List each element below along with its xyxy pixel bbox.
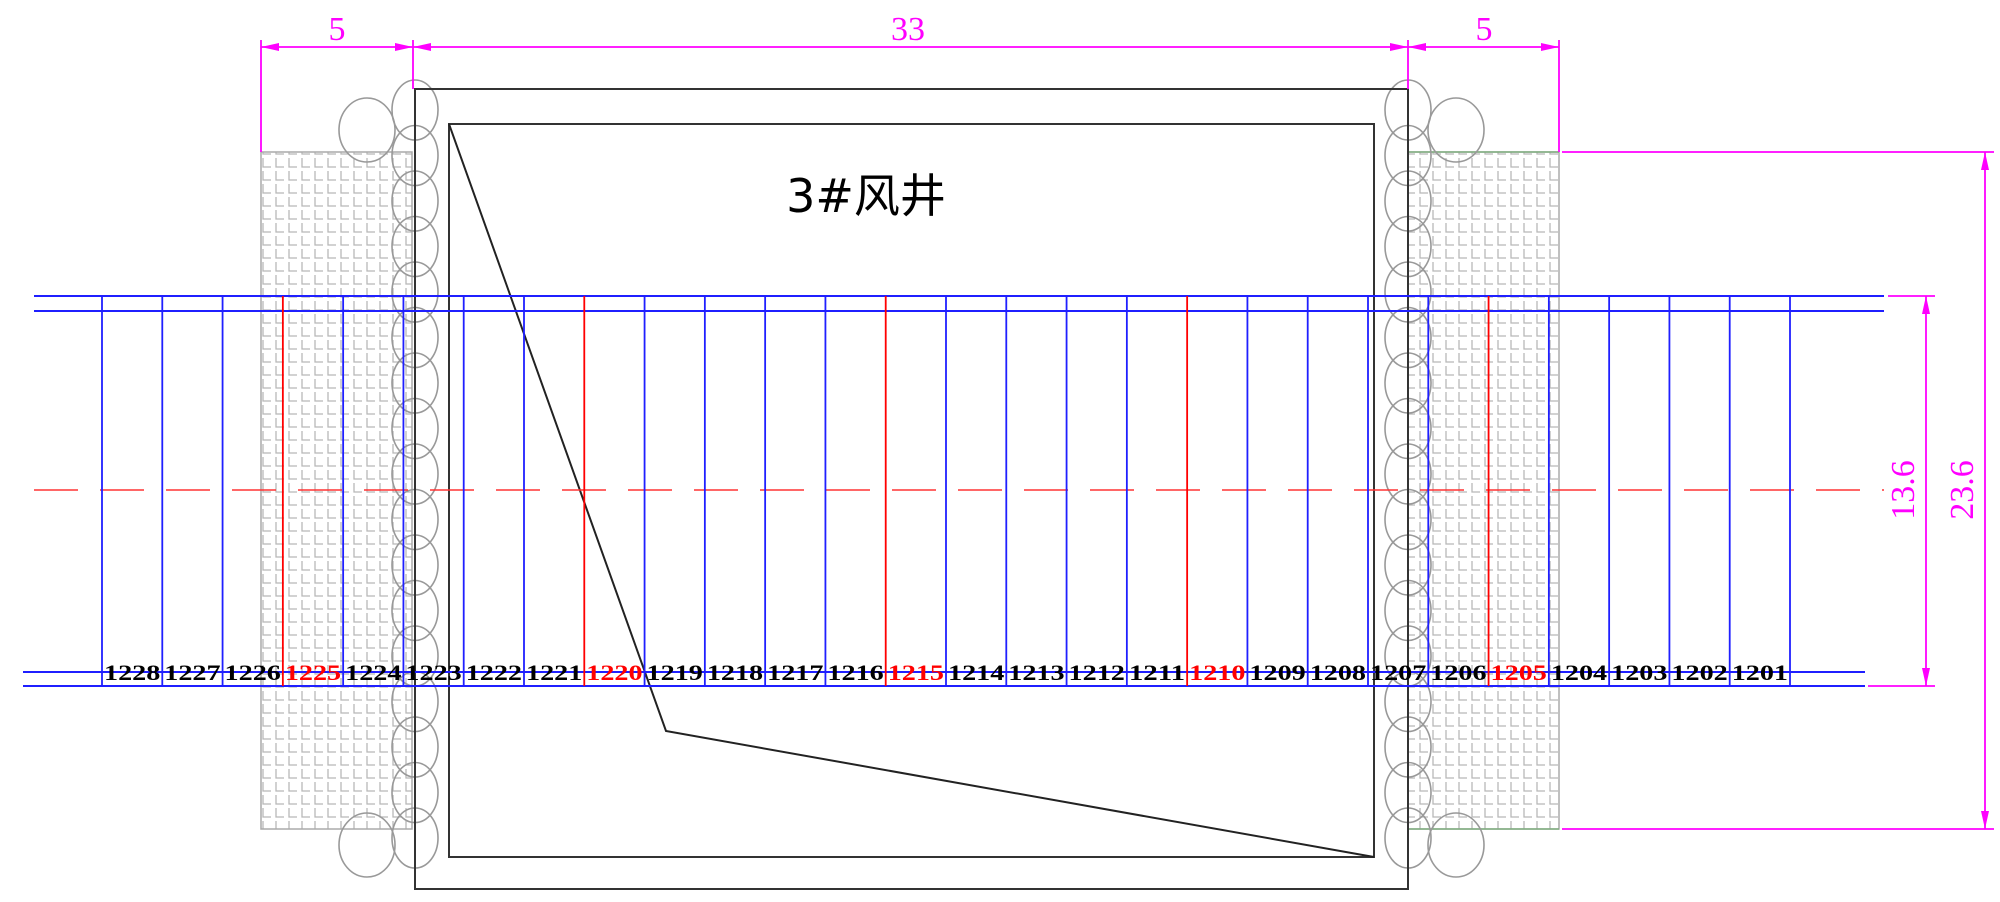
segment-label: 1202 <box>1671 660 1727 685</box>
segment-label: 1215 <box>888 660 944 685</box>
segment-label: 1220 <box>586 660 642 685</box>
segment-label: 1206 <box>1430 660 1486 685</box>
segment-label: 1221 <box>526 660 582 685</box>
segment-label: 1201 <box>1732 660 1788 685</box>
dim-middle-width: 33 <box>891 11 925 48</box>
dim-inner-height: 13.6 <box>1885 460 1922 520</box>
segment-label: 1204 <box>1551 660 1607 685</box>
shaft-title: 3#风井 <box>786 169 946 223</box>
dim-left-width: 5 <box>329 11 346 48</box>
top-dimensions <box>260 40 1560 152</box>
pile-circle <box>338 812 396 878</box>
shaft-outer-wall <box>414 88 1409 890</box>
pile-circle <box>338 97 396 163</box>
segment-label: 1203 <box>1611 660 1667 685</box>
dim-right-width: 5 <box>1476 11 1493 48</box>
segment-label: 1224 <box>345 660 401 685</box>
segment-label: 1216 <box>827 660 883 685</box>
segment-labels: 1228 1227 1226 1225 1224 1223 1222 1221 1220 1219… <box>104 660 1788 685</box>
pile-row <box>338 79 1485 878</box>
segment-label: 1217 <box>767 660 823 685</box>
segment-label: 1219 <box>647 660 703 685</box>
right-dimensions <box>1562 151 1994 830</box>
segment-label: 1209 <box>1249 660 1305 685</box>
segment-label: 1228 <box>104 660 160 685</box>
pile-circle <box>1427 812 1485 878</box>
segment-label: 1213 <box>1008 660 1064 685</box>
segment-label: 1211 <box>1129 660 1185 685</box>
dim-outer-height: 23.6 <box>1944 460 1981 520</box>
segment-label: 1223 <box>405 660 461 685</box>
pile-circle <box>1427 97 1485 163</box>
segment-label: 1222 <box>466 660 522 685</box>
slope-line <box>448 123 1375 858</box>
segment-label: 1226 <box>225 660 281 685</box>
segment-label: 1205 <box>1491 660 1547 685</box>
segment-label: 1207 <box>1370 660 1426 685</box>
segment-lines <box>101 296 1791 686</box>
segment-label: 1214 <box>948 660 1004 685</box>
segment-label: 1225 <box>285 660 341 685</box>
segment-label: 1227 <box>164 660 220 685</box>
segment-label: 1218 <box>707 660 763 685</box>
segment-label: 1208 <box>1310 660 1366 685</box>
segment-label: 1210 <box>1189 660 1245 685</box>
segment-label: 1212 <box>1069 660 1125 685</box>
